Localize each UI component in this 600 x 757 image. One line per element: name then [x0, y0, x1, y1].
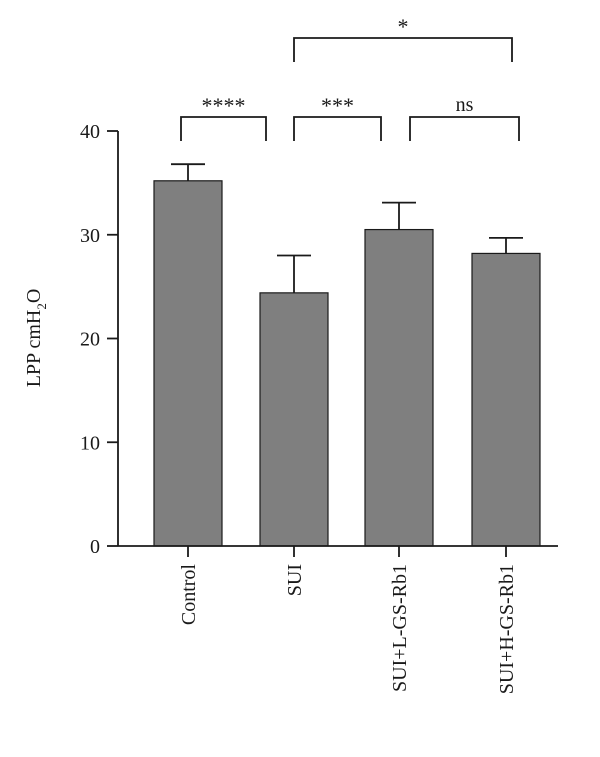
y-axis-label: LPP cmH2O: [23, 289, 49, 388]
significance-bracket-2: [409, 116, 520, 141]
y-tick-label-2: 20: [80, 329, 100, 351]
y-tick-label-3: 30: [80, 225, 100, 247]
x-tick-label-3: SUI+H-GS-Rb1: [496, 564, 518, 694]
bar-0: [153, 180, 223, 547]
x-tick-label-1: SUI: [284, 564, 306, 596]
bar-3: [471, 252, 541, 547]
significance-label-3: *: [398, 14, 409, 39]
y-tick-label-0: 0: [90, 536, 100, 558]
x-tick-label-2: SUI+L-GS-Rb1: [389, 564, 411, 692]
y-axis-label-tail: O: [23, 289, 45, 303]
significance-group: **** *** ns*: [180, 14, 520, 141]
significance-bracket-0: [180, 116, 267, 141]
y-axis-label-subscript: 2: [34, 303, 49, 310]
bars-group: [153, 163, 541, 547]
significance-bracket-3: [293, 37, 513, 62]
significance-label-1: ***: [321, 93, 354, 118]
bar-2: [364, 228, 434, 547]
x-tick-label-0: Control: [178, 564, 200, 626]
bar-1: [259, 292, 329, 547]
significance-label-0: ****: [202, 93, 246, 118]
axes-group: 0 10 20 30 40 Control SUI SUI+L-GS-Rb1 SUI+H-GS-…: [80, 121, 558, 694]
y-axis-label-main: LPP cmH: [23, 310, 45, 388]
significance-bracket-1: [293, 116, 382, 141]
y-tick-label-4: 40: [80, 121, 100, 143]
significance-label-2: ns: [456, 94, 474, 116]
y-tick-label-1: 10: [80, 432, 100, 454]
